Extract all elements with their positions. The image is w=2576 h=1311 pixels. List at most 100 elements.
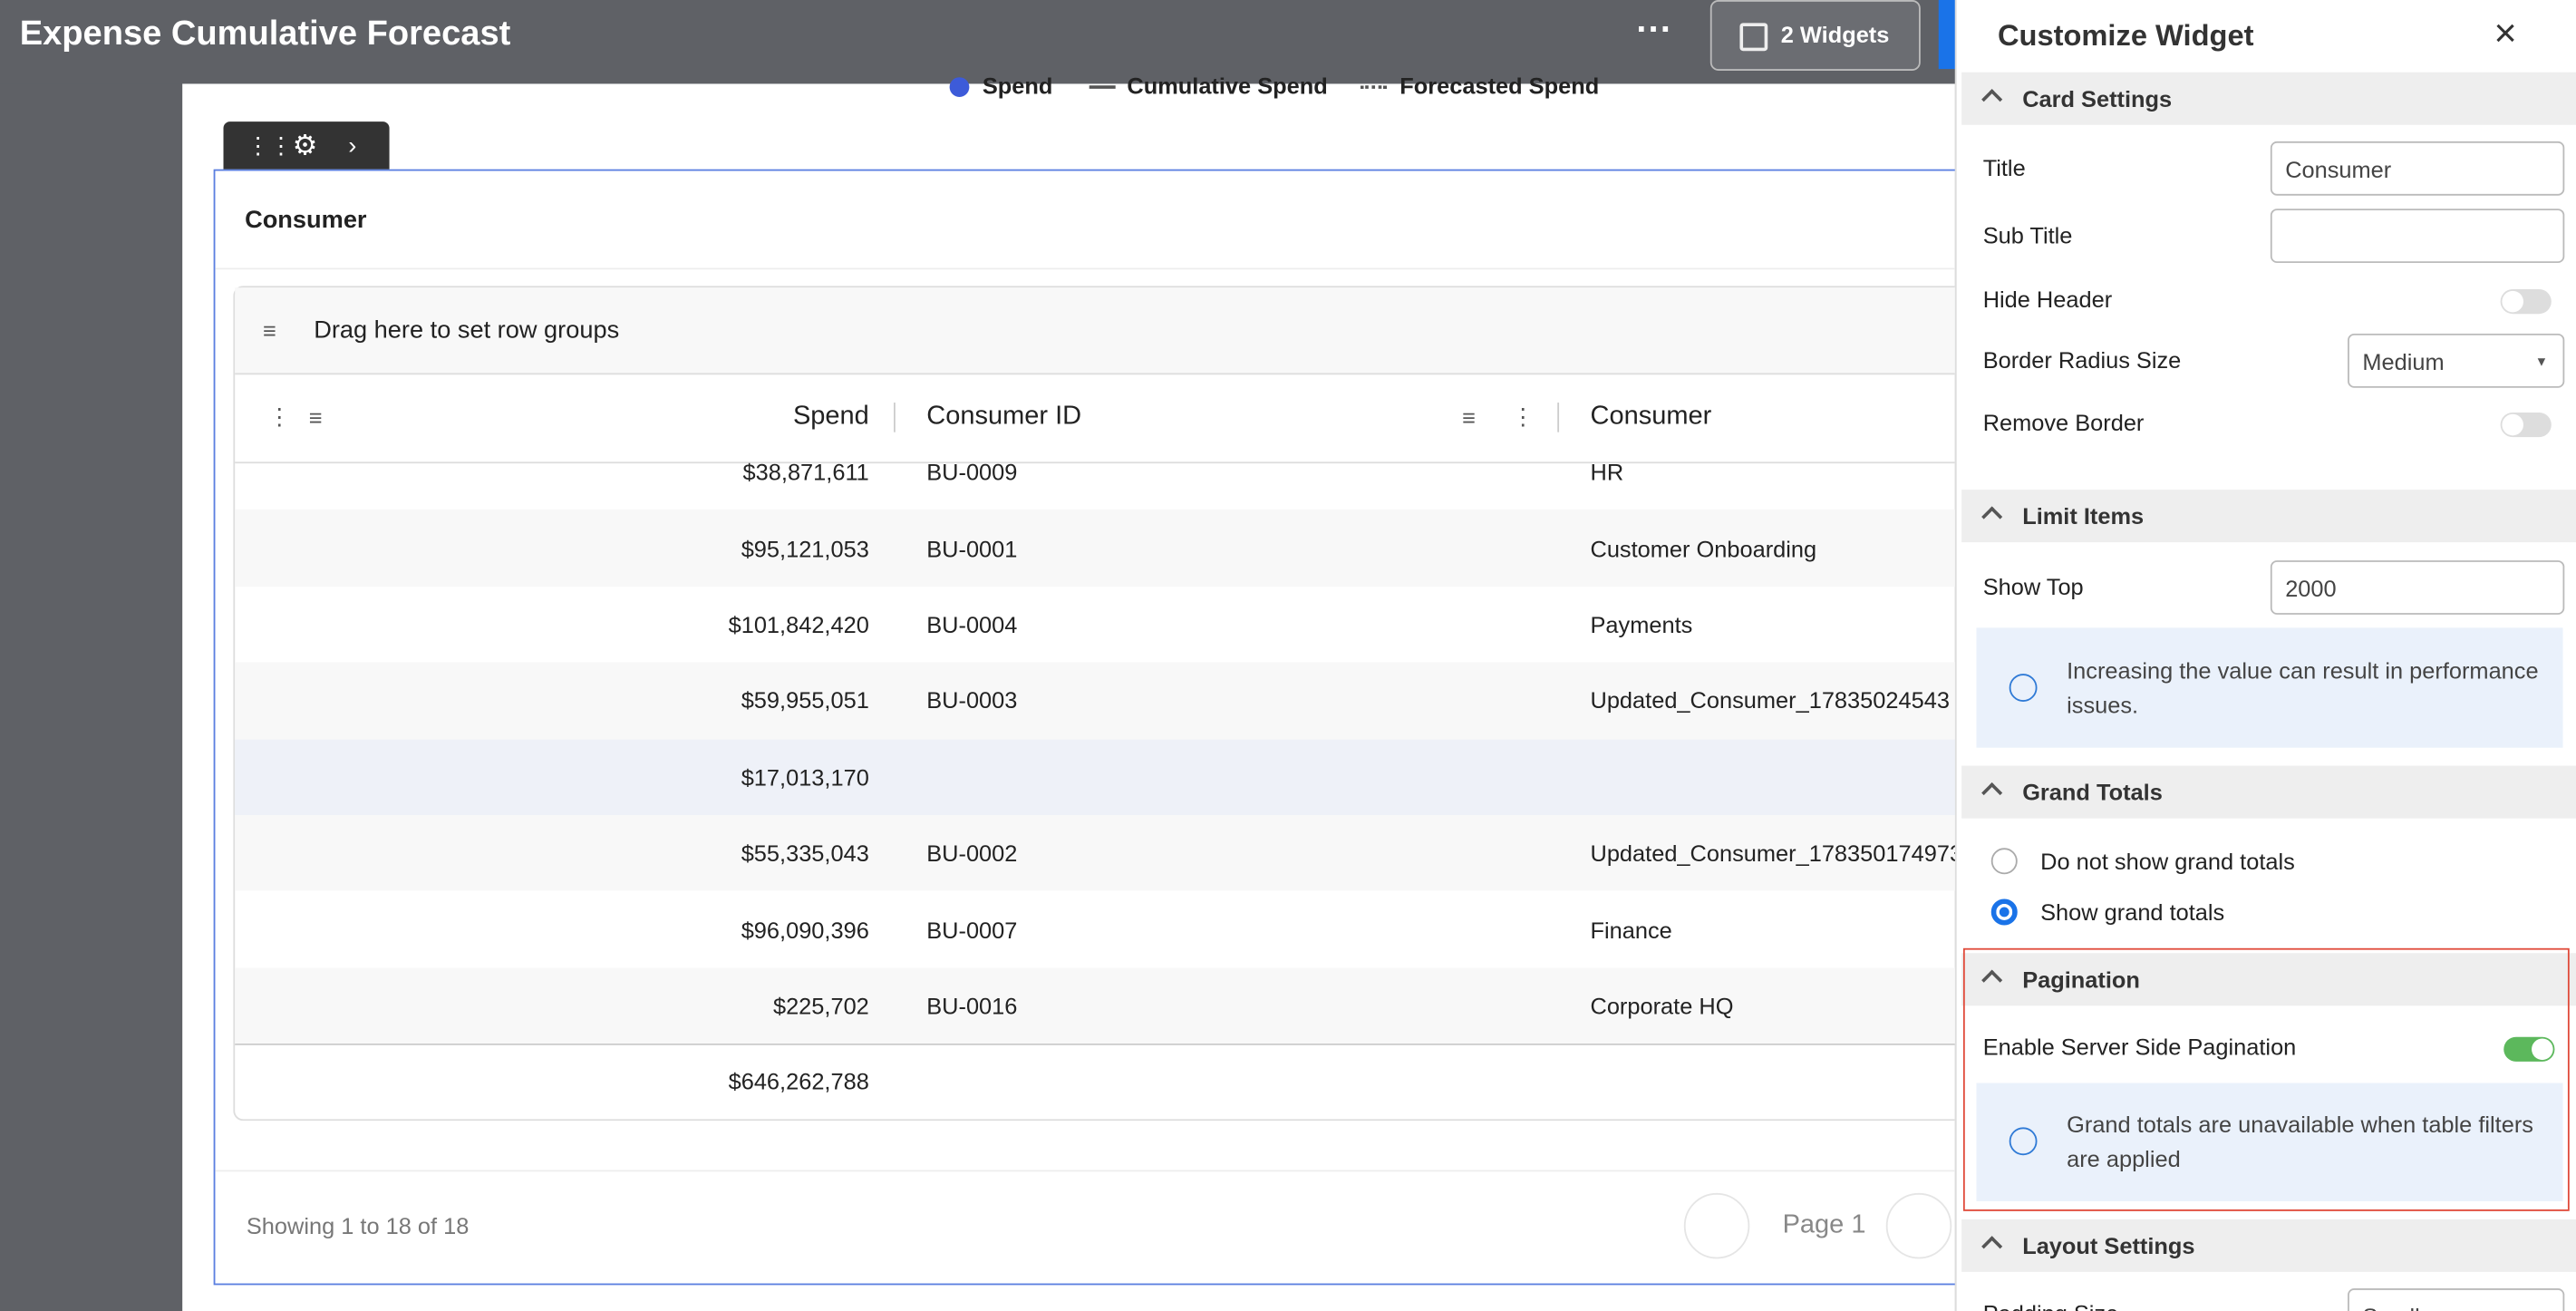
separator xyxy=(1557,403,1560,432)
table-row[interactable] xyxy=(235,461,1955,510)
field-label: Padding Size xyxy=(1983,1300,2119,1311)
cell: Corporate HQ xyxy=(1590,992,1734,1019)
table-row[interactable] xyxy=(235,967,1955,1044)
field-label: Enable Server Side Pagination xyxy=(1982,1034,2297,1061)
border-radius-select[interactable]: Medium ▼ xyxy=(2348,333,2565,388)
title-input[interactable]: Consumer xyxy=(2270,141,2565,196)
input-value: Consumer xyxy=(2285,156,2392,183)
table-row[interactable] xyxy=(235,815,1955,892)
table-row[interactable] xyxy=(235,738,1955,815)
select-value: Small xyxy=(2362,1303,2419,1311)
hide-header-toggle[interactable] xyxy=(2500,289,2552,315)
highlight-box xyxy=(1962,947,2570,1211)
table-row[interactable] xyxy=(235,891,1955,967)
cell: BU-0016 xyxy=(926,992,1018,1019)
section-title: Card Settings xyxy=(2022,85,2173,112)
header-row xyxy=(235,374,1955,464)
expand-icon[interactable]: › xyxy=(348,131,357,160)
close-button[interactable]: × xyxy=(2494,11,2517,56)
cell: BU-0002 xyxy=(926,840,1018,867)
settings-icon[interactable]: ⚙ xyxy=(292,130,318,161)
info-text: Increasing the value can result in perfo… xyxy=(2067,656,2539,718)
radio-label[interactable]: Show grand totals xyxy=(2040,898,2225,926)
legend-item: Spend xyxy=(982,72,1053,99)
widgets-label: 2 Widgets xyxy=(1780,21,1890,48)
server-pagination-toggle[interactable] xyxy=(2503,1036,2555,1062)
radio-label[interactable]: Do not show grand totals xyxy=(2040,848,2295,875)
field-label: Border Radius Size xyxy=(1982,346,2182,374)
column-header[interactable]: Consumer xyxy=(1590,403,1712,431)
top-bar xyxy=(0,0,1955,84)
legend-dot xyxy=(949,77,970,97)
cell: $59,955,051 xyxy=(741,687,869,714)
table-row[interactable] xyxy=(235,662,1955,739)
show-top-input[interactable]: 2000 xyxy=(2270,560,2565,615)
radio-selected[interactable] xyxy=(1990,898,2018,926)
widgets-button[interactable]: 2 Widgets xyxy=(1709,0,1921,71)
cell: Customer Onboarding xyxy=(1590,535,1817,562)
column-menu[interactable]: ⋮ xyxy=(267,403,291,430)
legend-item: Forecasted Spend xyxy=(1399,72,1600,99)
widget-toolbar: ⋮⋮ ⚙ › xyxy=(223,121,390,170)
cell: BU-0007 xyxy=(926,916,1018,943)
section-title: Layout Settings xyxy=(2022,1232,2195,1259)
section-header[interactable]: Card Settings xyxy=(1961,72,2576,125)
cell: $55,335,043 xyxy=(741,840,869,867)
field-label: Show Top xyxy=(1982,573,2084,600)
field-label: Title xyxy=(1982,154,2026,181)
legend-dotted xyxy=(1360,85,1387,89)
section-title: Pagination xyxy=(2022,966,2140,993)
info-box: Grand totals are unavailable when table … xyxy=(1976,1083,2563,1201)
section-header[interactable]: Limit Items xyxy=(1961,490,2576,543)
card-title: Consumer xyxy=(245,206,367,235)
section-title: Grand Totals xyxy=(2022,779,2163,806)
cell: $101,842,420 xyxy=(728,611,869,638)
dashboard-title: Expense Cumulative Forecast xyxy=(19,15,511,53)
divider xyxy=(215,267,1955,270)
prev-page[interactable] xyxy=(1683,1192,1750,1259)
footer-count: Showing 1 to 18 of 18 xyxy=(246,1212,470,1239)
section-header[interactable]: Layout Settings xyxy=(1961,1219,2576,1272)
section-header[interactable]: Grand Totals xyxy=(1961,765,2576,819)
grid-icon xyxy=(1739,23,1768,52)
column-header[interactable]: Consumer ID xyxy=(926,403,1082,431)
drag-handle[interactable]: ⋮⋮ xyxy=(246,131,293,159)
info-box: Increasing the value can result in perfo… xyxy=(1976,627,2563,748)
padding-select[interactable]: Small xyxy=(2348,1288,2565,1311)
divider xyxy=(215,1170,1955,1172)
field-label: Hide Header xyxy=(1982,286,2113,313)
page-label: Page 1 xyxy=(1782,1210,1866,1239)
radio[interactable] xyxy=(1990,848,2018,875)
column-header[interactable]: Spend xyxy=(792,403,869,431)
table-row[interactable] xyxy=(235,510,1955,587)
cell: Finance xyxy=(1590,916,1672,943)
group-icon: ≡ xyxy=(263,316,276,344)
cell: BU-0003 xyxy=(926,687,1018,714)
field-label: Sub Title xyxy=(1982,221,2073,248)
cell: $225,702 xyxy=(772,992,869,1019)
group-hint: Drag here to set row groups xyxy=(314,316,620,345)
more-menu[interactable]: ··· xyxy=(1636,8,1673,50)
section-header[interactable]: Pagination xyxy=(1961,953,2576,1006)
cell: BU-0004 xyxy=(926,611,1018,638)
next-page[interactable] xyxy=(1885,1192,1952,1259)
cell: HR xyxy=(1590,459,1624,486)
grand-total: $646,262,788 xyxy=(728,1068,869,1095)
total-divider xyxy=(235,1043,1955,1045)
cell: $17,013,170 xyxy=(741,763,869,791)
column-menu[interactable]: ⋮ xyxy=(1511,403,1535,430)
input-value: 2000 xyxy=(2285,575,2337,602)
cell: Updated_Consumer_178350174973 xyxy=(1590,840,1955,867)
group-bar xyxy=(235,287,1955,375)
cell: $96,090,396 xyxy=(741,916,869,943)
cell: BU-0009 xyxy=(926,459,1018,486)
table-row[interactable] xyxy=(235,587,1955,663)
separator xyxy=(894,403,896,432)
filter-icon[interactable]: ≡ xyxy=(308,403,323,431)
subtitle-input[interactable] xyxy=(2270,209,2565,263)
remove-border-toggle[interactable] xyxy=(2500,412,2552,438)
blue-button-edge[interactable] xyxy=(1938,0,1959,70)
filter-icon[interactable]: ≡ xyxy=(1462,403,1476,431)
